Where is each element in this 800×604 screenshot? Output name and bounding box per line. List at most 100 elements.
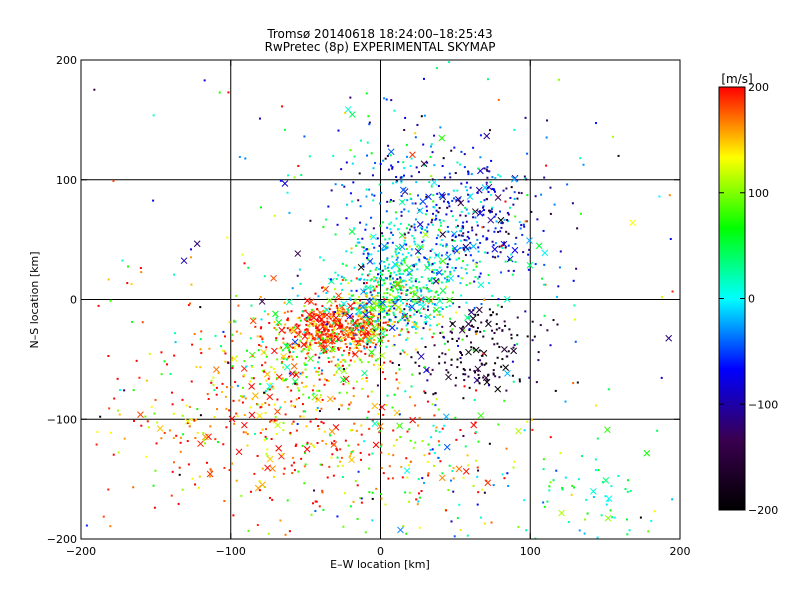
data-point — [450, 331, 453, 334]
data-point — [520, 224, 523, 227]
data-point — [349, 316, 352, 319]
data-point — [459, 214, 462, 217]
data-point — [257, 349, 260, 352]
data-point — [273, 403, 276, 406]
data-point — [247, 266, 250, 269]
data-point — [203, 442, 206, 445]
data-point — [282, 429, 285, 432]
data-point — [514, 242, 517, 245]
data-point — [385, 305, 388, 308]
data-point — [263, 310, 266, 313]
data-point — [411, 300, 414, 303]
data-point-x — [411, 290, 419, 298]
data-point — [431, 178, 434, 181]
data-point-x — [193, 240, 201, 248]
data-point-x — [605, 495, 613, 502]
data-point — [342, 336, 345, 339]
data-point — [435, 272, 438, 275]
data-point — [431, 218, 434, 221]
data-point — [372, 227, 375, 230]
data-point — [349, 455, 352, 458]
data-point — [108, 407, 111, 410]
data-point-x — [348, 111, 356, 118]
data-point-x — [398, 243, 406, 251]
data-point — [303, 318, 306, 321]
data-point — [328, 315, 331, 318]
data-point — [372, 363, 375, 366]
data-point — [379, 162, 382, 165]
data-point — [275, 337, 278, 340]
data-point — [224, 395, 227, 398]
data-point — [444, 245, 447, 248]
data-point — [412, 264, 415, 267]
data-point — [322, 333, 325, 336]
data-point — [405, 283, 408, 286]
data-point — [286, 191, 289, 194]
data-point-x — [278, 326, 286, 334]
data-point — [265, 437, 268, 440]
data-point — [467, 170, 470, 173]
data-point — [386, 246, 389, 249]
data-point — [462, 232, 465, 235]
data-point — [389, 318, 392, 321]
data-point — [388, 301, 391, 304]
data-point — [242, 375, 245, 378]
data-point — [272, 421, 275, 424]
data-point — [482, 213, 485, 216]
data-point — [380, 269, 383, 272]
data-point — [451, 239, 454, 242]
data-point — [486, 78, 489, 81]
data-point — [488, 308, 491, 311]
data-point — [388, 318, 391, 321]
data-point — [303, 362, 306, 365]
data-point — [428, 263, 431, 266]
data-point — [499, 251, 502, 254]
data-point — [355, 346, 358, 349]
data-point — [409, 298, 412, 301]
data-point — [352, 327, 355, 330]
data-point — [251, 355, 254, 358]
data-point — [482, 352, 485, 355]
data-point — [417, 492, 420, 495]
data-point — [308, 325, 311, 328]
data-point — [491, 337, 494, 340]
data-point — [480, 362, 483, 365]
data-point — [462, 221, 465, 224]
data-point — [594, 469, 597, 472]
data-point — [405, 299, 408, 302]
data-point — [433, 303, 436, 306]
data-point — [447, 371, 450, 374]
data-point — [406, 199, 409, 202]
data-point — [414, 229, 417, 232]
data-point-x — [272, 310, 279, 318]
data-point — [351, 162, 354, 165]
data-point — [349, 359, 352, 362]
data-point — [350, 279, 353, 282]
data-point — [477, 313, 480, 316]
data-point — [282, 366, 285, 369]
data-point — [327, 330, 330, 333]
data-point — [318, 367, 321, 370]
data-point — [405, 457, 408, 460]
data-point — [338, 327, 341, 330]
data-point — [333, 440, 336, 443]
data-point-x — [283, 343, 290, 350]
data-point — [275, 328, 278, 331]
data-point — [460, 234, 463, 237]
data-point — [450, 520, 453, 523]
data-point — [429, 155, 432, 158]
data-point-x — [379, 330, 386, 337]
data-point — [368, 329, 371, 332]
data-point — [389, 307, 392, 310]
data-point — [438, 355, 441, 358]
data-point — [476, 466, 479, 469]
data-point — [294, 382, 297, 385]
data-point — [549, 481, 552, 484]
data-point — [503, 218, 506, 221]
data-point — [218, 91, 221, 94]
data-point — [311, 335, 314, 338]
data-point — [394, 250, 397, 253]
data-point — [366, 395, 369, 398]
data-point — [414, 348, 417, 351]
data-point — [261, 428, 264, 431]
